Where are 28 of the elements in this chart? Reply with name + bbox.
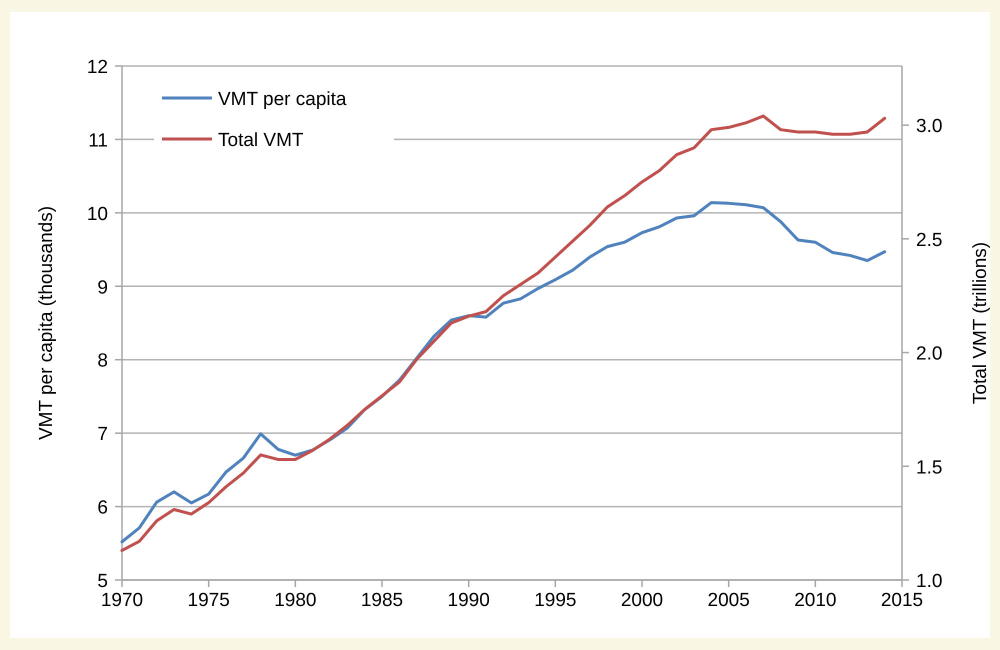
x-tick-label: 2015: [880, 590, 924, 611]
line-series: [120, 114, 886, 552]
y2-tick-label: 2.0: [916, 344, 942, 365]
x-tick-label: 1990: [448, 590, 490, 611]
y-tick-label: 11: [88, 130, 108, 152]
x-tick-label: 2000: [620, 590, 664, 611]
x-tick-label: 1995: [534, 590, 576, 611]
y-tick-label: 10: [86, 204, 108, 225]
x-tick-label: 1975: [188, 590, 230, 611]
legend-label: Total VMT: [218, 130, 304, 151]
y-tick-label: 6: [97, 498, 108, 519]
x-tick-label: 1985: [360, 590, 404, 611]
y2-axis-title: Total VMT (trillions): [970, 242, 991, 404]
y-tick-label: 12: [86, 57, 108, 78]
y-tick-label: 9: [97, 277, 108, 298]
y-tick-label: 5: [97, 571, 108, 592]
y2-tick-label: 3.0: [916, 116, 942, 138]
x-tick-label: 1980: [274, 590, 316, 611]
legend-label: VMT per capita: [218, 89, 347, 110]
x-tick-label: 2005: [708, 590, 750, 611]
y-axis-title: VMT per capita (thousands): [36, 206, 57, 440]
x-tick-label: 1970: [100, 590, 144, 611]
y-tick-label: 7: [97, 424, 108, 446]
y-tick-label: 8: [97, 350, 108, 372]
y2-tick-label: 2.5: [916, 230, 942, 251]
y2-tick-label: 1.5: [916, 457, 942, 478]
y2-tick-label: 1.0: [916, 571, 942, 592]
x-tick-label: 2010: [794, 590, 836, 611]
